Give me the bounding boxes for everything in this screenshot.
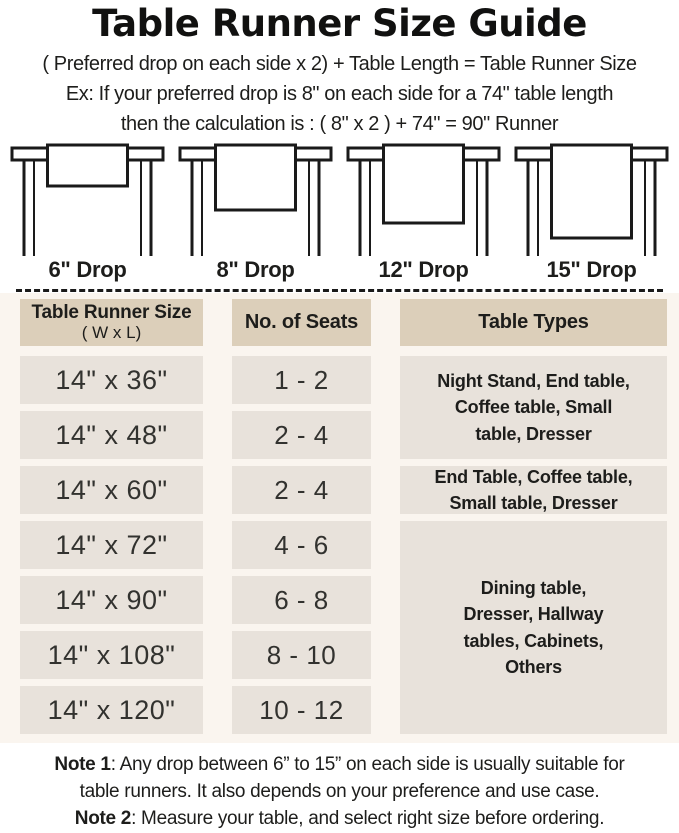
drop-label-6: 6" Drop xyxy=(48,257,127,282)
note-2: Note 2: Measure your table, and select r… xyxy=(4,806,675,833)
dashed-divider xyxy=(16,289,663,292)
header-cell-table-types: Table Types xyxy=(400,299,667,346)
size-table-body: 14" x 36" 14" x 48" 14" x 60" 14" x 72" … xyxy=(20,356,667,734)
seats-cell-7: 10 - 12 xyxy=(232,686,371,734)
header-seats-label: No. of Seats xyxy=(244,311,359,333)
seats-cell-3: 2 - 4 xyxy=(232,466,371,514)
note-1-text: : Any drop between 6” to 15” on each sid… xyxy=(79,754,625,802)
drop-label-12: 12" Drop xyxy=(378,257,469,282)
size-cell-72: 14" x 72" xyxy=(20,521,203,569)
size-cell-36: 14" x 36" xyxy=(20,356,203,404)
note-1: Note 1: Any drop between 6” to 15” on ea… xyxy=(4,752,675,806)
types-cell-end-tables: End Table, Coffee table, Small table, Dr… xyxy=(400,466,667,514)
drop-label-8: 8" Drop xyxy=(216,257,295,282)
header-cell-runner-size: Table Runner Size ( W x L) xyxy=(20,299,203,346)
drop-label-row: 6" Drop 8" Drop 12" Drop 15" Drop xyxy=(0,257,679,283)
drop-label-15: 15" Drop xyxy=(546,257,637,282)
notes-section: Note 1: Any drop between 6” to 15” on ea… xyxy=(0,752,679,833)
size-cell-48: 14" x 48" xyxy=(20,411,203,459)
types-cell-dining-tables: Dining table, Dresser, Hallway tables, C… xyxy=(400,521,667,734)
table-drop-8-diagram xyxy=(178,143,333,256)
header-cell-seats: No. of Seats xyxy=(232,299,371,346)
size-table-section: Table Runner Size ( W x L) No. of Seats … xyxy=(0,293,679,743)
header-runner-size-label: Table Runner Size xyxy=(31,302,192,323)
header-table-types-label: Table Types xyxy=(478,311,589,333)
note-2-label: Note 2 xyxy=(74,807,132,829)
formula-text: ( Preferred drop on each side x 2) + Tab… xyxy=(42,53,637,75)
size-cell-120: 14" x 120" xyxy=(20,686,203,734)
seats-cell-5: 6 - 8 xyxy=(232,576,371,624)
header-runner-size-sublabel: ( W x L) xyxy=(81,323,142,342)
example-line-1: Ex: If your preferred drop is 8" on each… xyxy=(65,83,614,105)
size-cell-108: 14" x 108" xyxy=(20,631,203,679)
types-cell-small-tables: Night Stand, End table, Coffee table, Sm… xyxy=(400,356,667,459)
table-drop-6-diagram xyxy=(10,143,165,256)
page-title: Table Runner Size Guide xyxy=(92,2,587,45)
note-1-label: Note 1 xyxy=(54,754,111,775)
size-table-header: Table Runner Size ( W x L) No. of Seats … xyxy=(20,299,667,346)
seats-cell-4: 4 - 6 xyxy=(232,521,371,569)
size-cell-90: 14" x 90" xyxy=(20,576,203,624)
table-drop-15-diagram xyxy=(514,143,669,256)
seats-cell-6: 8 - 10 xyxy=(232,631,371,679)
drop-diagram-row xyxy=(0,143,679,256)
size-cell-60: 14" x 60" xyxy=(20,466,203,514)
example-line-2: then the calculation is : ( 8" x 2 ) + 7… xyxy=(120,113,559,135)
seats-cell-2: 2 - 4 xyxy=(232,411,371,459)
seats-cell-1: 1 - 2 xyxy=(232,356,371,404)
note-2-text: : Measure your table, and select right s… xyxy=(131,807,605,829)
table-drop-12-diagram xyxy=(346,143,501,256)
